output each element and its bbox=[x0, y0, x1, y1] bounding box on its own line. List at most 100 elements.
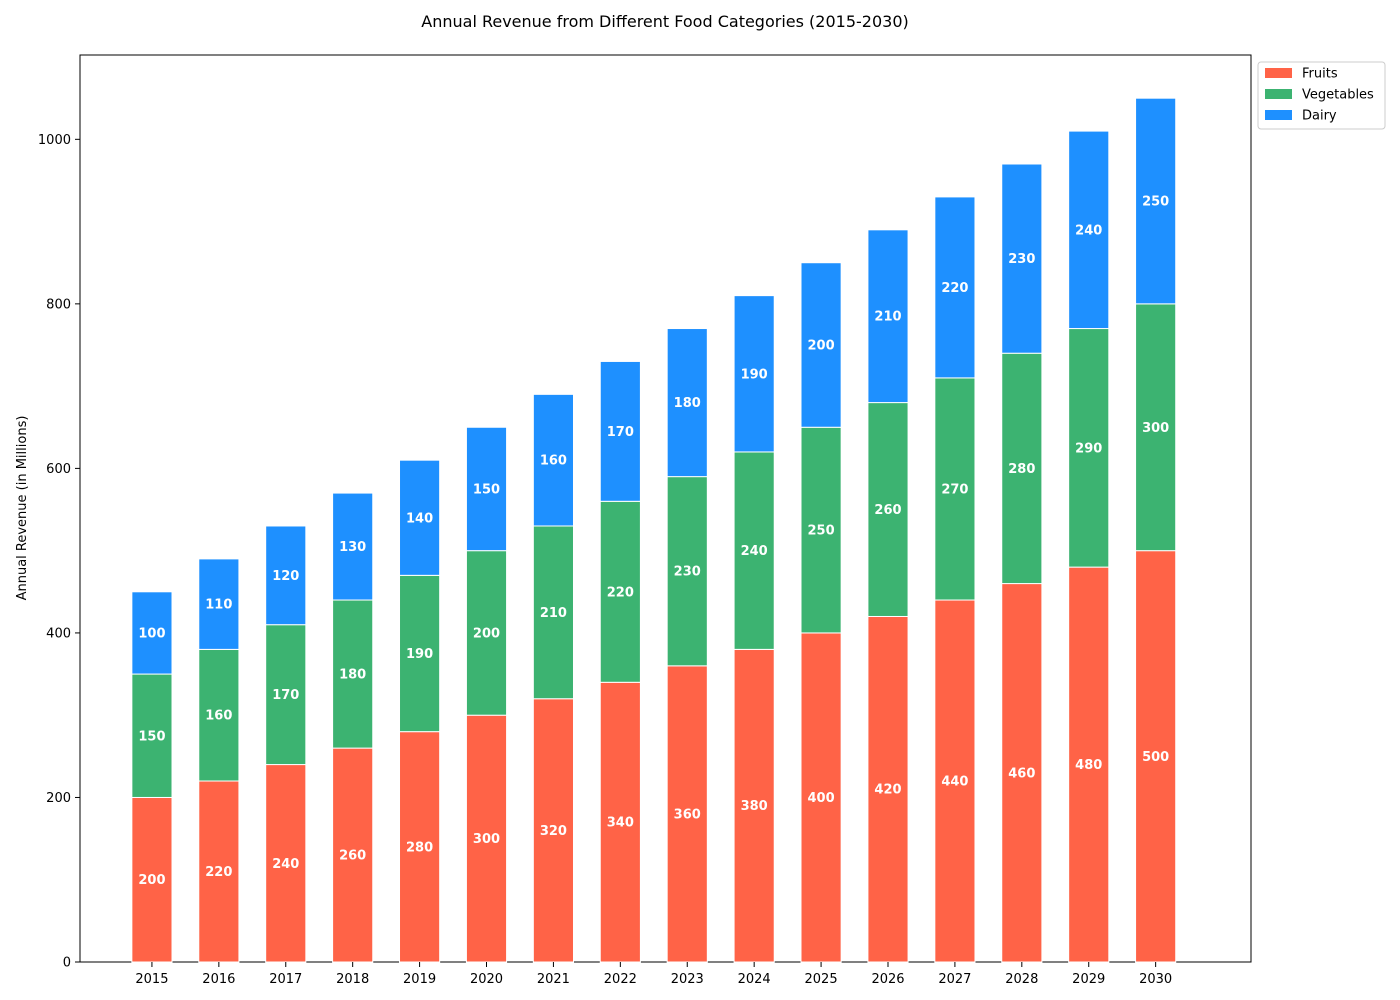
bar-value-label: 100 bbox=[138, 626, 165, 641]
x-tick-label: 2029 bbox=[1072, 972, 1105, 987]
chart-title: Annual Revenue from Different Food Categ… bbox=[421, 12, 908, 31]
bar-segment-fruits bbox=[332, 747, 374, 963]
bar-segment-fruits bbox=[198, 780, 240, 963]
bar-segment-dairy bbox=[599, 360, 641, 502]
y-tick-label: 400 bbox=[46, 626, 71, 641]
bar-value-label: 170 bbox=[272, 688, 299, 703]
bar-segment-fruits bbox=[1068, 566, 1110, 963]
bar-segment-dairy bbox=[265, 525, 307, 626]
x-tick-label: 2020 bbox=[470, 972, 503, 987]
bar-segment-vegetables bbox=[265, 624, 307, 766]
legend-swatch-dairy bbox=[1265, 110, 1292, 120]
legend-swatch-fruits bbox=[1265, 68, 1292, 78]
bar-value-label: 340 bbox=[607, 816, 634, 831]
x-tick-label: 2024 bbox=[738, 972, 771, 987]
legend-label-fruits: Fruits bbox=[1302, 67, 1338, 82]
bar-value-label: 420 bbox=[874, 783, 901, 798]
bar-value-label: 170 bbox=[607, 425, 634, 440]
bar-value-label: 280 bbox=[1008, 462, 1035, 477]
bar-value-label: 160 bbox=[540, 454, 567, 469]
bar-value-label: 500 bbox=[1142, 750, 1169, 765]
bar-value-label: 460 bbox=[1008, 766, 1035, 781]
bar-value-label: 140 bbox=[406, 511, 433, 526]
x-tick-label: 2025 bbox=[805, 972, 838, 987]
bar-value-label: 300 bbox=[1142, 421, 1169, 436]
x-tick-label: 2026 bbox=[871, 972, 904, 987]
bar-value-label: 260 bbox=[339, 849, 366, 864]
y-tick-label: 0 bbox=[63, 956, 71, 971]
bar-segment-vegetables bbox=[465, 550, 508, 716]
bar-segment-fruits bbox=[465, 714, 508, 963]
x-tick-label: 2021 bbox=[537, 972, 570, 987]
bar-value-label: 190 bbox=[406, 647, 433, 662]
bar-segment-fruits bbox=[532, 698, 574, 963]
bar-segment-dairy bbox=[733, 295, 775, 453]
bar-segment-vegetables bbox=[332, 599, 374, 749]
y-tick-label: 800 bbox=[46, 297, 71, 312]
bar-value-label: 220 bbox=[607, 585, 634, 600]
y-axis-label: Annual Revenue (in Millions) bbox=[15, 416, 30, 601]
bar-value-label: 220 bbox=[205, 865, 232, 880]
bar-segment-dairy bbox=[131, 591, 173, 675]
bar-segment-vegetables bbox=[131, 673, 173, 798]
bar-segment-dairy bbox=[666, 328, 708, 478]
bar-value-label: 200 bbox=[473, 626, 500, 641]
bar-segment-vegetables bbox=[800, 426, 842, 634]
x-tick-label: 2016 bbox=[202, 972, 235, 987]
bar-segment-fruits bbox=[867, 615, 909, 963]
bar-segment-dairy bbox=[198, 558, 240, 650]
x-tick-label: 2019 bbox=[403, 972, 436, 987]
bar-value-label: 240 bbox=[741, 544, 768, 559]
bar-segment-dairy bbox=[934, 196, 976, 379]
bar-value-label: 250 bbox=[1142, 195, 1169, 210]
bar-segment-dairy bbox=[532, 393, 574, 527]
bar-value-label: 240 bbox=[272, 857, 299, 872]
bar-segment-dairy bbox=[399, 459, 441, 576]
bar-value-label: 300 bbox=[473, 832, 500, 847]
bar-value-label: 200 bbox=[138, 873, 165, 888]
bar-segment-vegetables bbox=[867, 402, 909, 617]
x-tick-label: 2015 bbox=[135, 972, 168, 987]
bar-value-label: 150 bbox=[473, 482, 500, 497]
bar-value-label: 160 bbox=[205, 709, 232, 724]
bar-value-label: 130 bbox=[339, 540, 366, 555]
bar-value-label: 180 bbox=[339, 668, 366, 683]
bar-value-label: 280 bbox=[406, 840, 433, 855]
plot-frame bbox=[79, 54, 1252, 963]
bar-value-label: 180 bbox=[674, 396, 701, 411]
bar-segment-fruits bbox=[800, 632, 842, 963]
x-tick-label: 2022 bbox=[604, 972, 637, 987]
bar-segment-dairy bbox=[800, 262, 842, 428]
bar-segment-dairy bbox=[465, 426, 508, 552]
bar-segment-vegetables bbox=[1135, 303, 1177, 552]
legend-label-vegetables: Vegetables bbox=[1302, 88, 1374, 103]
bar-segment-dairy bbox=[1135, 97, 1177, 305]
bar-segment-dairy bbox=[332, 492, 374, 601]
bar-value-label: 240 bbox=[1075, 223, 1102, 238]
y-tick-label: 1000 bbox=[38, 133, 71, 148]
x-tick-label: 2023 bbox=[671, 972, 704, 987]
bar-segment-fruits bbox=[1135, 550, 1177, 963]
bar-value-label: 270 bbox=[941, 482, 968, 497]
bar-value-label: 250 bbox=[808, 524, 835, 539]
bar-value-label: 220 bbox=[941, 281, 968, 296]
bar-segment-vegetables bbox=[399, 574, 441, 733]
bar-value-label: 400 bbox=[808, 791, 835, 806]
bar-value-label: 230 bbox=[1008, 252, 1035, 267]
bar-segment-fruits bbox=[934, 599, 976, 963]
bar-value-label: 320 bbox=[540, 824, 567, 839]
bar-value-label: 200 bbox=[808, 338, 835, 353]
bar-segment-dairy bbox=[1068, 130, 1110, 330]
bar-value-label: 290 bbox=[1075, 441, 1102, 456]
bar-segment-fruits bbox=[399, 731, 441, 963]
bar-value-label: 210 bbox=[540, 606, 567, 621]
bar-value-label: 230 bbox=[674, 565, 701, 580]
legend-label-dairy: Dairy bbox=[1302, 109, 1337, 124]
bar-segment-dairy bbox=[867, 229, 909, 404]
x-tick-label: 2018 bbox=[336, 972, 369, 987]
x-tick-label: 2030 bbox=[1139, 972, 1172, 987]
bar-segment-fruits bbox=[1001, 583, 1043, 963]
y-tick-label: 200 bbox=[46, 791, 71, 806]
